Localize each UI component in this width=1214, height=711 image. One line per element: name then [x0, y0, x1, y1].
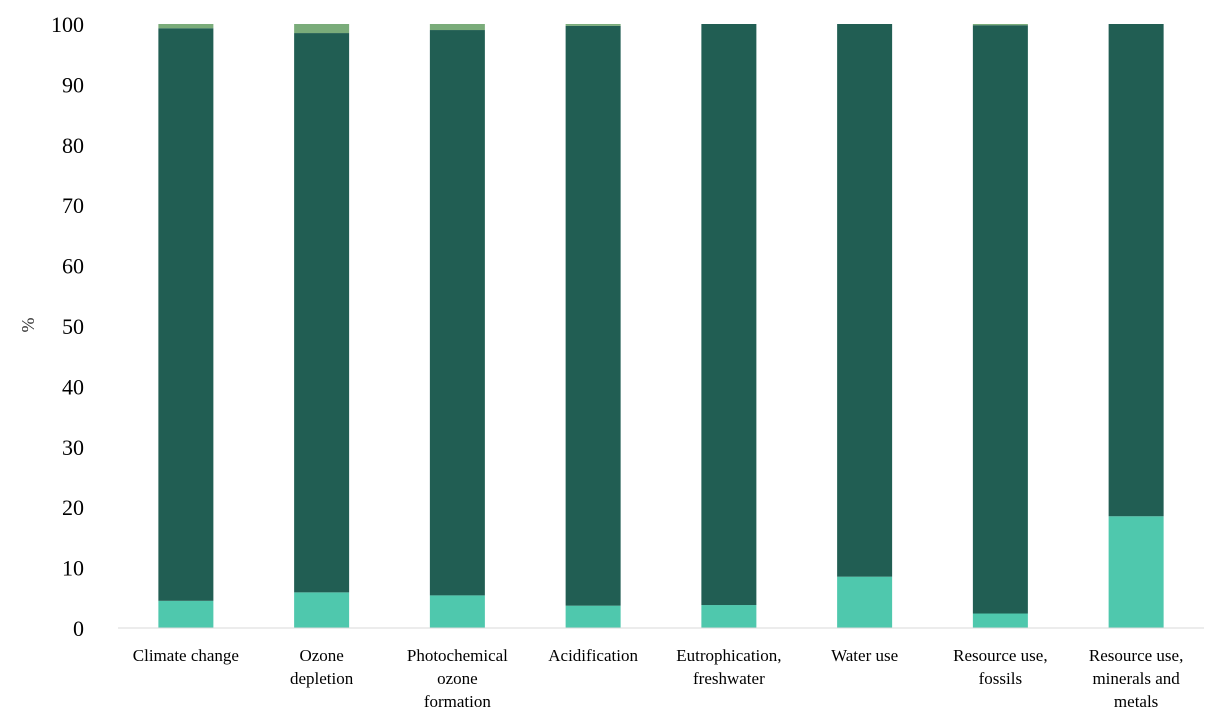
y-axis-ticks: 0 10 20 30 40 50 60 70 80 90 100: [51, 12, 84, 641]
bar-segment-7-series-2: [972, 25, 1028, 614]
category-label-line: depletion: [290, 669, 354, 688]
bar-segment-5-series-2: [701, 24, 757, 606]
bar-segment-3-series-3: [429, 24, 485, 31]
bar-segment-3-series-1: [429, 595, 485, 628]
bar-segment-7-series-1: [972, 613, 1028, 628]
bars: [158, 24, 1164, 628]
y-tick-label: 70: [62, 193, 84, 218]
category-label-line: Ozone: [299, 646, 343, 665]
category-label: Resource use, fossils: [953, 646, 1047, 688]
y-tick-label: 80: [62, 133, 84, 158]
category-label: Resource use, minerals and metals: [1089, 646, 1183, 711]
bar-segment-1-series-1: [158, 600, 214, 628]
bar-segment-2-series-3: [294, 24, 350, 34]
y-axis-title: %: [18, 318, 38, 333]
bar-segment-3-series-2: [429, 30, 485, 596]
category-label-line: ozone: [437, 669, 478, 688]
bar-segment-8-series-2: [1108, 24, 1164, 517]
category-label-line: formation: [424, 692, 492, 711]
category-label: Ozone depletion: [290, 646, 354, 688]
category-label-line: Water use: [831, 646, 898, 665]
y-tick-label: 60: [62, 254, 84, 279]
y-tick-label: 90: [62, 72, 84, 97]
bar-segment-6-series-2: [837, 24, 893, 577]
y-tick-label: 100: [51, 12, 84, 37]
category-label-line: freshwater: [693, 669, 765, 688]
category-labels: Climate change Ozone depletion Photochemica…: [133, 646, 1184, 711]
y-tick-label: 50: [62, 314, 84, 339]
bar-segment-4-series-2: [565, 25, 621, 606]
category-label-line: fossils: [979, 669, 1022, 688]
category-label-line: Resource use,: [953, 646, 1047, 665]
category-label: Photochemical ozone formation: [407, 646, 508, 711]
bar-segment-1-series-2: [158, 28, 214, 601]
category-label-line: Acidification: [548, 646, 638, 665]
category-label-line: Resource use,: [1089, 646, 1183, 665]
y-tick-label: 0: [73, 616, 84, 641]
category-label: Climate change: [133, 646, 239, 665]
y-tick-label: 30: [62, 435, 84, 460]
category-label-line: Photochemical: [407, 646, 508, 665]
y-tick-label: 40: [62, 374, 84, 399]
category-label-line: minerals and: [1092, 669, 1180, 688]
category-label: Water use: [831, 646, 898, 665]
bar-segment-2-series-1: [294, 592, 350, 628]
category-label: Acidification: [548, 646, 638, 665]
category-label-line: Climate change: [133, 646, 239, 665]
bar-segment-8-series-1: [1108, 516, 1164, 628]
category-label-line: metals: [1114, 692, 1158, 711]
category-label-line: Eutrophication,: [676, 646, 781, 665]
bar-segment-6-series-1: [837, 576, 893, 628]
bar-segment-7-series-3: [972, 24, 1028, 26]
bar-segment-2-series-2: [294, 33, 350, 593]
bar-segment-4-series-3: [565, 24, 621, 26]
bar-segment-4-series-1: [565, 605, 621, 628]
category-label: Eutrophication, freshwater: [676, 646, 781, 688]
y-tick-label: 10: [62, 556, 84, 581]
y-tick-label: 20: [62, 495, 84, 520]
bar-segment-5-series-1: [701, 605, 757, 628]
bar-segment-1-series-3: [158, 24, 214, 29]
